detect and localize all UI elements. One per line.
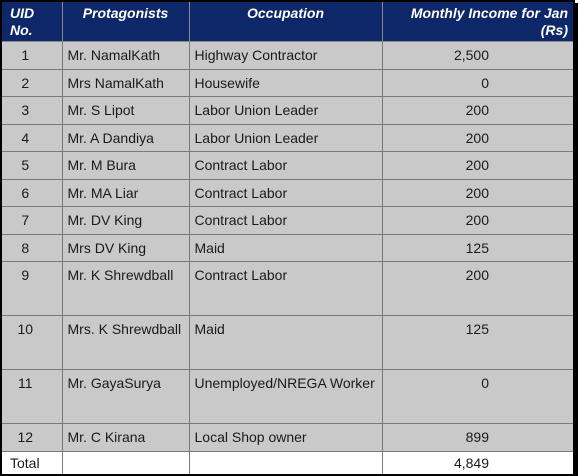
income-cell: 200 (381, 151, 575, 180)
header-protagonists: Protagonists (61, 0, 190, 42)
occupation-cell: Contract Labor (188, 178, 383, 207)
uid-cell: 7 (0, 206, 63, 235)
table-row: 10 Mrs. K Shrewdball Maid 125 (0, 315, 575, 370)
header-uid: UID No. (0, 0, 63, 42)
occupation-cell: Maid (188, 233, 383, 262)
income-cell: 200 (381, 206, 575, 235)
name-cell: Mr. S Lipot (61, 96, 190, 125)
name-cell: Mr. DV King (61, 206, 190, 235)
income-cell: 899 (381, 423, 575, 452)
uid-cell: 10 (0, 315, 63, 370)
occupation-cell: Local Shop owner (188, 423, 383, 452)
uid-cell: 6 (0, 178, 63, 207)
income-cell: 2,500 (381, 41, 575, 70)
total-label: Total (0, 450, 63, 475)
occupation-cell: Highway Contractor (188, 41, 383, 70)
name-cell: Mrs. K Shrewdball (61, 315, 190, 370)
income-cell: 200 (381, 261, 575, 316)
name-cell: Mr. C Kirana (61, 423, 190, 452)
income-cell: 125 (381, 233, 575, 262)
uid-cell: 4 (0, 123, 63, 152)
income-cell: 200 (381, 123, 575, 152)
name-cell: Mr. A Dandiya (61, 123, 190, 152)
occupation-cell: Contract Labor (188, 151, 383, 180)
table-row: 9 Mr. K Shrewdball Contract Labor 200 (0, 261, 575, 316)
table-row: 7 Mr. DV King Contract Labor 200 (0, 206, 575, 235)
table-row: 4 Mr. A Dandiya Labor Union Leader 200 (0, 123, 575, 152)
occupation-cell: Unemployed/NREGA Worker (188, 369, 383, 424)
occupation-cell: Labor Union Leader (188, 96, 383, 125)
uid-cell: 1 (0, 41, 63, 70)
name-cell: Mr. M Bura (61, 151, 190, 180)
name-cell: Mr. MA Liar (61, 178, 190, 207)
name-cell: Mr. NamalKath (61, 41, 190, 70)
income-cell: 125 (381, 315, 575, 370)
total-empty-name (61, 450, 190, 475)
total-empty-occupation (188, 450, 383, 475)
uid-cell: 5 (0, 151, 63, 180)
table-row: 12 Mr. C Kirana Local Shop owner 899 (0, 423, 575, 452)
header-occupation: Occupation (188, 0, 383, 42)
uid-cell: 11 (0, 369, 63, 424)
uid-cell: 9 (0, 261, 63, 316)
occupation-cell: Labor Union Leader (188, 123, 383, 152)
name-cell: Mrs NamalKath (61, 68, 190, 97)
occupation-cell: Contract Labor (188, 261, 383, 316)
uid-cell: 3 (0, 96, 63, 125)
table-row: 3 Mr. S Lipot Labor Union Leader 200 (0, 96, 575, 125)
table-row: 2 Mrs NamalKath Housewife 0 (0, 68, 575, 97)
header-row: UID No. Protagonists Occupation Monthly … (0, 0, 575, 42)
uid-cell: 8 (0, 233, 63, 262)
table-row: 1 Mr. NamalKath Highway Contractor 2,500 (0, 41, 575, 70)
table-row: 5 Mr. M Bura Contract Labor 200 (0, 151, 575, 180)
occupation-cell: Maid (188, 315, 383, 370)
name-cell: Mr. K Shrewdball (61, 261, 190, 316)
uid-cell: 2 (0, 68, 63, 97)
occupation-cell: Contract Labor (188, 206, 383, 235)
income-cell: 0 (381, 68, 575, 97)
name-cell: Mr. GayaSurya (61, 369, 190, 424)
occupation-cell: Housewife (188, 68, 383, 97)
income-cell: 200 (381, 178, 575, 207)
total-row: Total 4,849 (0, 450, 575, 475)
income-cell: 0 (381, 369, 575, 424)
table-row: 6 Mr. MA Liar Contract Labor 200 (0, 178, 575, 207)
income-cell: 200 (381, 96, 575, 125)
table-row: 11 Mr. GayaSurya Unemployed/NREGA Worker… (0, 369, 575, 424)
uid-cell: 12 (0, 423, 63, 452)
total-income: 4,849 (381, 450, 575, 475)
header-income: Monthly Income for Jan (Rs) (381, 0, 575, 42)
table-row: 8 Mrs DV King Maid 125 (0, 233, 575, 262)
name-cell: Mrs DV King (61, 233, 190, 262)
